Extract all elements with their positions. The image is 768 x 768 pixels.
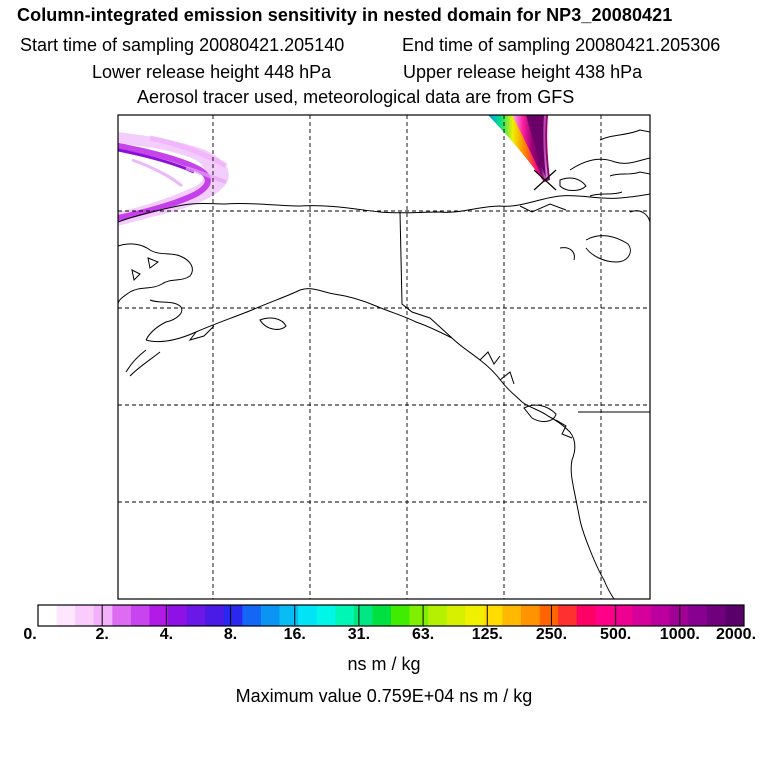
sensitivity-plume-west <box>118 132 229 226</box>
colorbar-segment <box>539 605 559 626</box>
colorbar-segment <box>613 605 633 626</box>
maximum-value-label: Maximum value 0.759E+04 ns m / kg <box>235 686 533 706</box>
sensitivity-plume-north <box>488 115 550 182</box>
colorbar-segment <box>465 605 485 626</box>
colorbar-tick-label: 63. <box>411 626 435 643</box>
colorbar-segment <box>149 605 169 626</box>
colorbar-segment <box>725 605 745 626</box>
colorbar-segment <box>130 605 150 626</box>
colorbar-segment <box>186 605 206 626</box>
colorbar-segment <box>651 605 671 626</box>
plot-title: Column-integrated emission sensitivity i… <box>17 5 673 25</box>
colorbar-tick-label: 16. <box>283 626 306 643</box>
colorbar-segment <box>205 605 225 626</box>
colorbar-frame <box>37 604 745 627</box>
end-time-label: End time of sampling 20080421.205306 <box>402 35 721 55</box>
colorbar-segment <box>316 605 336 626</box>
colorbar-tick-label: 2. <box>95 626 109 643</box>
colorbar-tick-label: 8. <box>223 626 238 643</box>
colorbar-segment <box>483 605 503 626</box>
colorbar-segment <box>260 605 280 626</box>
colorbar-segment <box>335 605 355 626</box>
map-frame <box>117 114 651 600</box>
colorbar-tick-label: 125. <box>471 626 503 643</box>
graticule <box>118 115 650 599</box>
colorbar <box>37 604 745 627</box>
coastlines <box>118 129 650 599</box>
colorbar-segment <box>576 605 596 626</box>
colorbar-units: ns m / kg <box>347 654 421 674</box>
political-boundaries <box>399 211 650 413</box>
colorbar-segment <box>168 605 188 626</box>
colorbar-segment <box>595 605 615 626</box>
release-point-marker <box>533 169 557 191</box>
colorbar-segment <box>353 605 373 626</box>
colorbar-segment <box>521 605 541 626</box>
colorbar-segment <box>632 605 652 626</box>
colorbar-segment <box>669 605 689 626</box>
colorbar-segment <box>446 605 466 626</box>
colorbar-segment <box>428 605 448 626</box>
colorbar-segment <box>688 605 708 626</box>
colorbar-segment <box>38 605 57 626</box>
colorbar-segment <box>558 605 578 626</box>
colorbar-segment <box>112 605 132 626</box>
lower-release-height-label: Lower release height 448 hPa <box>92 62 332 82</box>
colorbar-segment <box>242 605 262 626</box>
colorbar-tick-label: 1000. <box>659 626 700 643</box>
colorbar-segment <box>372 605 392 626</box>
colorbar-segment <box>502 605 522 626</box>
colorbar-tick-label: 250. <box>535 626 568 643</box>
colorbar-segment <box>706 605 726 626</box>
colorbar-segment <box>391 605 410 626</box>
start-time-label: Start time of sampling 20080421.205140 <box>20 35 345 55</box>
colorbar-segment <box>279 605 299 626</box>
tracer-info-label: Aerosol tracer used, meteorological data… <box>137 87 575 107</box>
colorbar-tick-label: 0. <box>23 626 37 643</box>
colorbar-tick-label: 500. <box>600 626 632 643</box>
colorbar-segment <box>223 605 243 626</box>
colorbar-tick-label: 4. <box>159 626 174 643</box>
colorbar-tick-label: 2000. <box>715 626 757 643</box>
colorbar-tick-label: 31. <box>347 626 371 643</box>
upper-release-height-label: Upper release height 438 hPa <box>403 62 643 82</box>
colorbar-segment <box>75 605 95 626</box>
colorbar-segment <box>298 605 318 626</box>
colorbar-segment <box>409 605 429 626</box>
colorbar-segment <box>93 605 113 626</box>
colorbar-segment <box>56 605 76 626</box>
